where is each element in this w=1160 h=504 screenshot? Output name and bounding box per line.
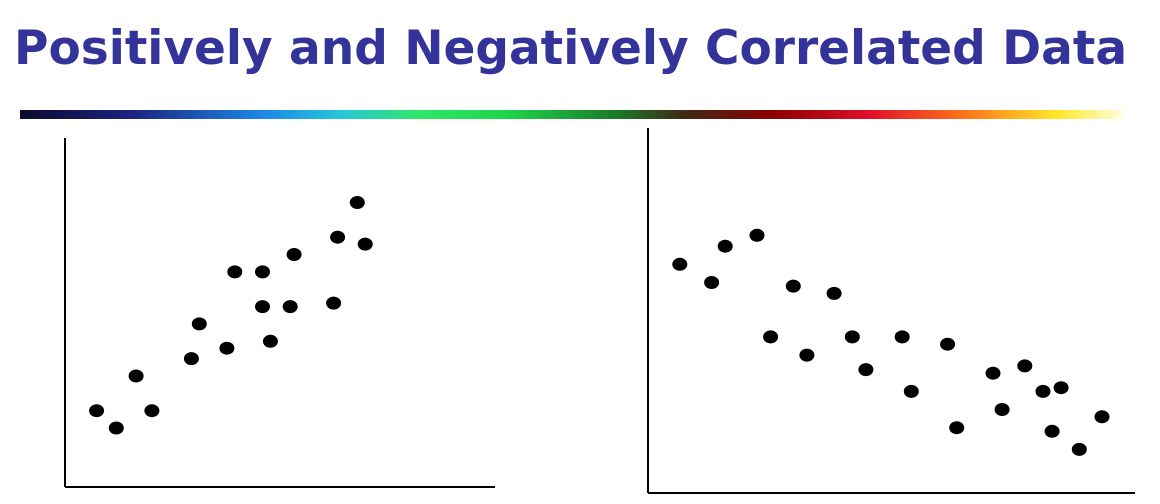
data-point — [330, 230, 346, 244]
data-point — [1017, 359, 1033, 373]
data-point — [799, 348, 815, 362]
data-point — [286, 248, 302, 261]
data-point — [227, 265, 243, 279]
data-point — [763, 330, 779, 344]
data-point — [282, 300, 298, 314]
data-point — [1035, 384, 1051, 398]
negative-chart-points — [672, 228, 1110, 456]
data-point — [672, 257, 688, 271]
slide-title: Positively and Negatively Correlated Dat… — [14, 21, 1128, 76]
data-point — [357, 237, 373, 251]
data-point — [144, 404, 160, 418]
data-point — [183, 352, 199, 366]
data-point — [949, 421, 965, 435]
data-point — [940, 337, 956, 351]
data-point — [717, 239, 733, 253]
positive-correlation-chart — [64, 138, 495, 488]
data-point — [844, 330, 860, 344]
data-point — [903, 384, 919, 398]
positive-chart-points — [89, 196, 373, 435]
data-point — [108, 421, 124, 435]
data-point — [89, 404, 105, 418]
data-point — [1053, 381, 1069, 395]
data-point — [262, 334, 278, 348]
data-point — [255, 300, 270, 314]
data-point — [326, 296, 342, 310]
data-point — [858, 363, 874, 377]
data-point — [749, 228, 765, 242]
data-point — [704, 276, 720, 289]
data-point — [255, 265, 270, 279]
negative-correlation-chart — [647, 128, 1135, 494]
data-point — [349, 196, 365, 209]
data-point — [128, 369, 144, 383]
data-point — [894, 330, 910, 344]
data-point — [826, 286, 842, 300]
data-point — [1071, 442, 1087, 456]
data-point — [985, 366, 1001, 380]
data-point — [1094, 410, 1110, 424]
rainbow-divider — [20, 110, 1124, 119]
data-point — [219, 341, 235, 355]
data-point — [1044, 424, 1060, 438]
data-point — [994, 403, 1010, 416]
data-point — [191, 317, 207, 331]
data-point — [785, 279, 801, 293]
